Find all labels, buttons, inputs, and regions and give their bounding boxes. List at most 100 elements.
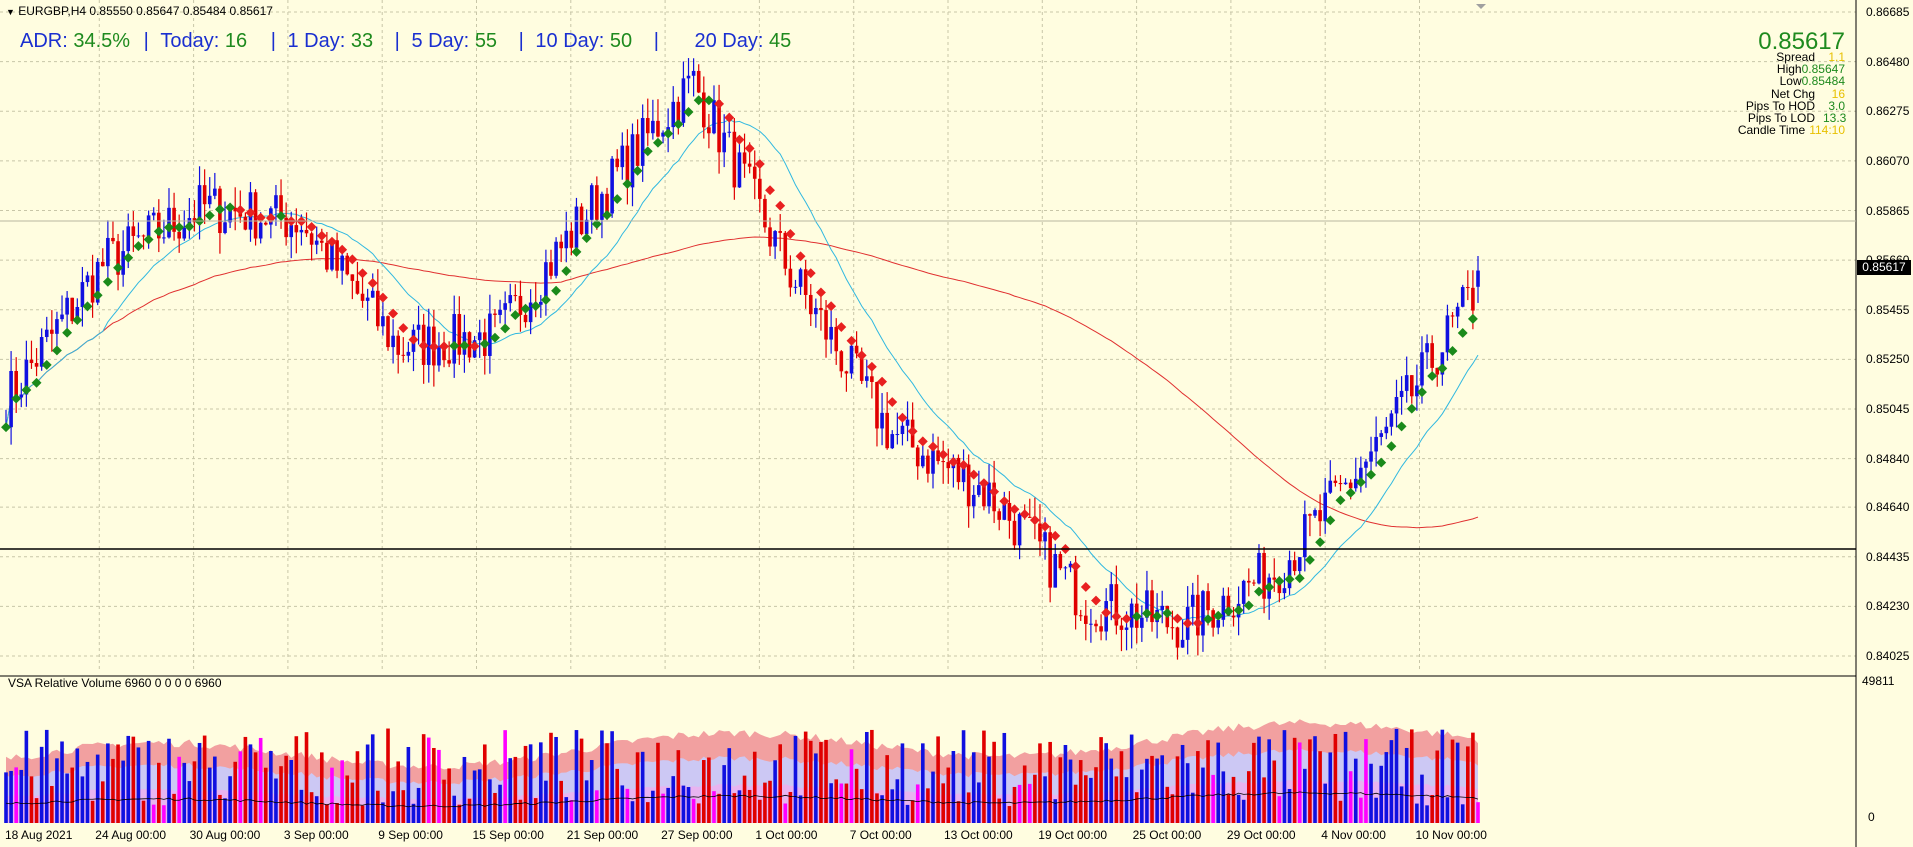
candle-body [829, 326, 833, 340]
candle-body [14, 371, 18, 398]
candle-body [202, 185, 207, 205]
volume-bar [956, 801, 961, 823]
volume-bar [1068, 759, 1073, 823]
candle-body [126, 226, 131, 252]
volume-bar [676, 750, 681, 823]
volume-bar [1160, 755, 1165, 823]
candle-body [1160, 605, 1165, 610]
volume-bar [1466, 746, 1470, 823]
candle-body [90, 275, 95, 303]
candle-body [921, 455, 925, 467]
candle-body [1007, 502, 1012, 521]
time-tick-label: 19 Oct 00:00 [1038, 828, 1108, 842]
volume-bar [931, 771, 935, 823]
volume-bar [477, 769, 482, 823]
triangle-down-icon[interactable]: ▼ [6, 7, 15, 17]
shift-marker-icon[interactable] [1476, 4, 1486, 9]
candle-body [1094, 623, 1098, 627]
volume-bar [513, 756, 518, 823]
candle-body [1323, 492, 1327, 522]
volume-bar [1292, 737, 1297, 823]
volume-bar [661, 793, 665, 823]
volume-bar [651, 790, 655, 823]
candle-body [253, 192, 258, 239]
trend-dot [856, 350, 867, 361]
volume-axis-max: 49811 [1862, 674, 1895, 688]
trend-dot [928, 441, 938, 452]
volume-bar [228, 776, 232, 823]
volume-bar [100, 781, 105, 823]
candle-body [146, 215, 151, 237]
candle-body [1201, 591, 1205, 636]
volume-bar [987, 756, 991, 823]
volume-bar [1359, 797, 1363, 823]
candle-body [1196, 594, 1200, 636]
time-tick-label: 9 Sep 00:00 [378, 828, 443, 842]
volume-bar [1084, 775, 1088, 823]
volume-bar [564, 797, 569, 823]
volume-bar [345, 775, 350, 823]
candle-body [961, 464, 966, 483]
trend-dot [1386, 441, 1397, 452]
volume-histogram [4, 719, 1480, 823]
trend-dot [591, 219, 602, 229]
trend-dot [164, 222, 174, 233]
candle-body [717, 100, 721, 153]
candle-body [498, 309, 502, 315]
trend-dot [1406, 403, 1417, 414]
candle-body [274, 195, 278, 209]
volume-bar [1012, 786, 1017, 823]
volume-bar [630, 801, 635, 823]
volume-bar [1394, 728, 1399, 823]
candle-body [544, 262, 548, 302]
candle-body [600, 193, 604, 220]
volume-bar [238, 751, 243, 823]
volume-bar [319, 752, 324, 823]
candle-body [60, 314, 64, 320]
candle-body [381, 316, 385, 327]
candle-body [325, 242, 329, 270]
candle-body [885, 412, 889, 449]
volume-bar [1389, 740, 1394, 823]
volume-bar [421, 734, 426, 823]
pips-hod-row: Pips To HOD 3.0 [1700, 100, 1845, 112]
candle-body [197, 185, 202, 223]
time-tick-label: 7 Oct 00:00 [849, 828, 912, 842]
volume-bar [1134, 792, 1139, 823]
candle-body [661, 132, 665, 137]
trend-dot [1325, 515, 1336, 526]
candle-body [1455, 306, 1460, 317]
volume-bar [870, 729, 874, 823]
trend-dot [887, 397, 898, 407]
volume-bar [961, 730, 966, 823]
volume-bar [1129, 734, 1134, 823]
candle-body [1002, 502, 1007, 520]
candle-body [1343, 482, 1348, 485]
volume-bar [864, 731, 869, 823]
volume-bar [595, 790, 599, 823]
volume-bar [615, 768, 620, 823]
high-label: High [1776, 62, 1802, 77]
candle-body [814, 307, 818, 315]
volume-bar [1323, 783, 1327, 823]
candle-body [1180, 639, 1185, 648]
volume-bar [9, 770, 13, 823]
volume-bar [1089, 777, 1093, 823]
volume-bar [258, 737, 263, 823]
volume-bar [304, 732, 309, 823]
candle-body [645, 118, 650, 134]
candle-body [263, 222, 268, 225]
candle-body [956, 457, 961, 483]
volume-bar [1099, 737, 1103, 823]
volume-bar [136, 747, 141, 823]
candle-body [1084, 615, 1088, 624]
candle-body [437, 347, 441, 366]
volume-bar [1033, 774, 1037, 823]
candle-body [136, 235, 141, 237]
price-tick-label: 0.85250 [1866, 352, 1910, 367]
volume-bar [936, 736, 940, 823]
trend-dot [214, 204, 225, 215]
candle-body [1471, 287, 1475, 311]
netchg-label: Net Chg [1770, 86, 1815, 101]
